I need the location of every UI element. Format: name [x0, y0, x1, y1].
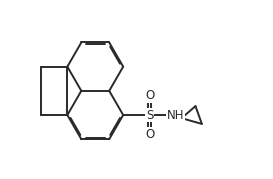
- Text: S: S: [146, 108, 153, 122]
- Text: O: O: [145, 127, 155, 141]
- Text: O: O: [145, 90, 155, 102]
- Text: NH: NH: [167, 108, 184, 122]
